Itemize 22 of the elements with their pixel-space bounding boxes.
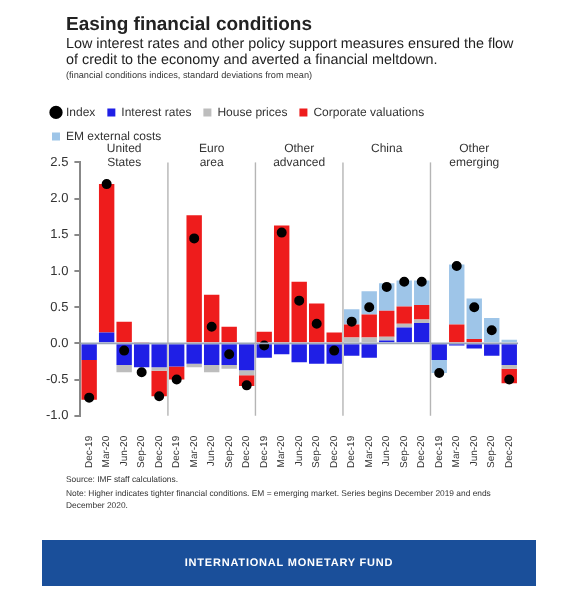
- point: [136, 367, 147, 378]
- bar: [81, 360, 97, 400]
- point: [241, 380, 252, 391]
- point: [346, 316, 357, 327]
- point: [206, 321, 217, 332]
- point: [399, 276, 410, 287]
- point: [504, 374, 515, 385]
- point: [84, 392, 95, 403]
- bar: [116, 365, 132, 373]
- point: [434, 368, 445, 379]
- point: [276, 227, 287, 238]
- point: [101, 179, 112, 190]
- bar: [81, 344, 97, 361]
- point: [451, 260, 462, 271]
- point: [469, 302, 480, 313]
- point: [294, 295, 305, 306]
- point: [154, 391, 165, 402]
- point: [416, 276, 427, 287]
- point: [381, 281, 392, 292]
- point: [171, 374, 182, 385]
- chart-title: Easing financial conditions: [66, 14, 312, 36]
- point: [189, 233, 200, 244]
